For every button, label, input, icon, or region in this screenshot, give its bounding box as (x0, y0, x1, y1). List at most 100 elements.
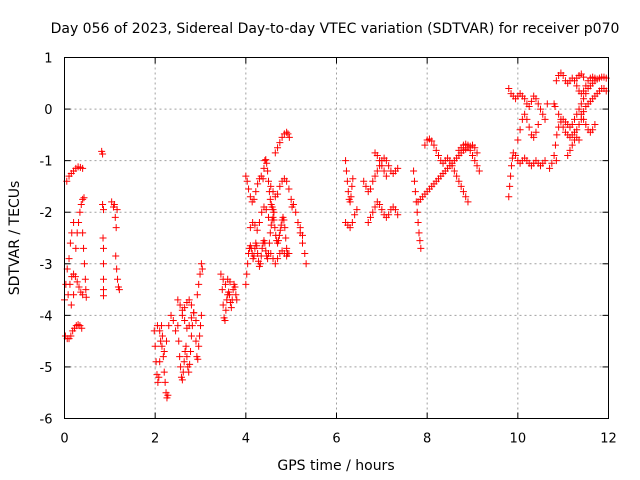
data-point-plus (294, 219, 302, 227)
data-point-plus (507, 172, 515, 180)
data-point-plus (99, 150, 107, 158)
data-point-plus (81, 275, 89, 283)
data-point-plus (527, 97, 535, 105)
data-point-plus (342, 157, 350, 165)
plot-frame (64, 57, 609, 419)
data-point-plus (580, 95, 588, 103)
data-point-plus (111, 213, 119, 221)
data-point-plus (577, 110, 585, 118)
data-point-plus (226, 278, 234, 286)
data-point-plus (353, 206, 361, 214)
data-point-plus (67, 301, 75, 309)
data-point-plus (246, 224, 254, 232)
data-point-plus (541, 157, 549, 165)
data-point-plus (243, 270, 251, 278)
data-point-plus (382, 172, 390, 180)
data-point-plus (217, 270, 225, 278)
data-point-plus (180, 358, 188, 366)
data-point-plus (82, 293, 90, 301)
data-point-plus (79, 229, 87, 237)
data-point-plus (253, 242, 261, 250)
data-point-plus (575, 121, 583, 129)
data-point-plus (271, 224, 279, 232)
data-point-plus (369, 177, 377, 185)
data-point-plus (263, 159, 271, 167)
data-point-plus (378, 162, 386, 170)
data-point-plus (450, 167, 458, 175)
data-point-plus (218, 286, 226, 294)
data-point-plus (159, 353, 167, 361)
data-point-plus (174, 322, 182, 330)
data-point-plus (262, 156, 270, 164)
data-point-plus (453, 172, 461, 180)
x-tick-label: 12 (600, 432, 617, 447)
data-point-plus (267, 182, 275, 190)
data-point-plus (99, 275, 107, 283)
data-point-plus (232, 291, 240, 299)
data-point-plus (167, 311, 175, 319)
data-point-plus (348, 219, 356, 227)
data-point-plus (276, 226, 284, 234)
data-point-plus (351, 211, 359, 219)
data-point-plus (281, 224, 289, 232)
data-point-plus (421, 141, 429, 149)
data-point-plus (255, 219, 263, 227)
data-point-plus (182, 342, 190, 350)
data-point-plus (575, 105, 583, 113)
data-point-plus (270, 216, 278, 224)
data-point-plus (505, 193, 513, 201)
data-point-plus (276, 182, 284, 190)
data-point-plus (391, 206, 399, 214)
data-point-plus (551, 141, 559, 149)
data-point-plus (285, 133, 293, 141)
x-tick-label: 10 (510, 432, 527, 447)
data-point-plus (266, 195, 274, 203)
data-point-plus (73, 278, 81, 286)
data-point-plus (394, 164, 402, 172)
data-point-plus (195, 342, 203, 350)
data-point-plus (283, 244, 291, 252)
data-point-plus (221, 280, 229, 288)
data-point-plus (262, 206, 270, 214)
data-point-plus (521, 95, 529, 103)
data-point-plus (256, 260, 264, 268)
data-point-plus (245, 185, 253, 193)
data-point-plus (347, 193, 355, 201)
data-point-plus (516, 126, 524, 134)
data-point-plus (250, 195, 258, 203)
data-point-plus (541, 115, 549, 123)
data-point-plus (530, 133, 538, 141)
data-point-plus (79, 291, 87, 299)
data-point-plus (376, 157, 384, 165)
data-point-plus (67, 332, 75, 340)
y-tick-label: -2 (40, 206, 53, 221)
data-point-plus (80, 244, 88, 252)
data-point-plus (367, 213, 374, 221)
data-point-plus (99, 200, 107, 208)
data-point-plus (156, 327, 164, 335)
data-point-plus (428, 137, 436, 145)
data-point-plus (195, 280, 203, 288)
data-point-plus (252, 188, 260, 196)
data-point-plus (198, 265, 206, 273)
data-point-plus (254, 249, 262, 257)
grid-lines (64, 57, 609, 419)
data-point-plus (154, 378, 162, 386)
data-point-plus (65, 255, 73, 263)
data-point-plus (430, 141, 438, 149)
data-point-plus (580, 73, 588, 81)
x-tick-label: 4 (242, 432, 250, 447)
data-point-plus (411, 188, 419, 196)
data-point-plus (113, 206, 121, 214)
data-point-plus (82, 286, 90, 294)
data-point-plus (385, 162, 393, 170)
data-point-plus (376, 200, 384, 208)
data-point-plus (534, 100, 542, 108)
data-point-plus (74, 321, 82, 329)
data-point-plus (521, 110, 529, 118)
data-point-plus (160, 347, 168, 355)
data-point-plus (71, 273, 79, 281)
data-point-plus (568, 121, 576, 129)
data-point-plus (197, 260, 205, 268)
chart-title: Day 056 of 2023, Sidereal Day-to-day VTE… (51, 21, 620, 37)
